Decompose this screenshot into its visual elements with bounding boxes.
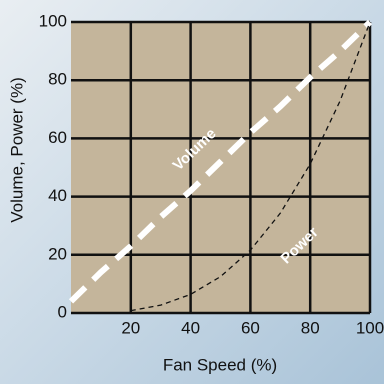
y-tick-label: 20 — [48, 244, 67, 263]
chart: 20406080100020406080100VolumePower Fan S… — [0, 0, 384, 384]
y-tick-label: 40 — [48, 186, 67, 205]
y-tick-label: 100 — [39, 11, 67, 30]
y-tick-label: 0 — [58, 302, 67, 321]
x-tick-label: 80 — [301, 318, 320, 337]
x-tick-label: 60 — [241, 318, 260, 337]
y-tick-label: 60 — [48, 128, 67, 147]
y-axis-label: Volume, Power (%) — [7, 77, 26, 223]
x-tick-label: 20 — [121, 318, 140, 337]
y-tick-label: 80 — [48, 70, 67, 89]
x-axis-label: Fan Speed (%) — [163, 355, 277, 374]
x-tick-label: 40 — [181, 318, 200, 337]
x-tick-label: 100 — [356, 318, 384, 337]
